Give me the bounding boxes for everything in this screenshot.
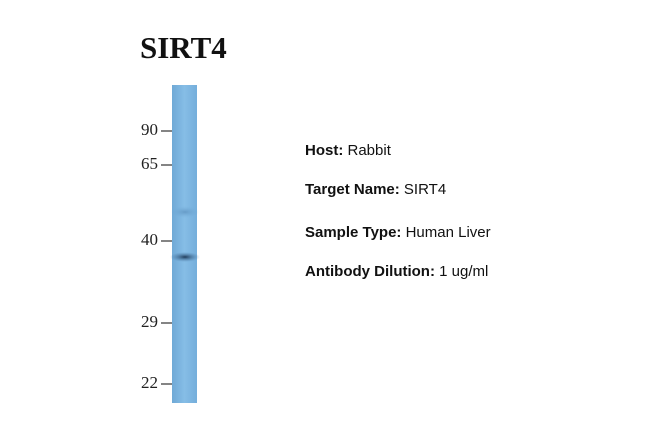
- info-label: Host:: [305, 142, 343, 159]
- info-row: Host: Rabbit: [305, 142, 392, 159]
- title: SIRT4: [140, 30, 227, 65]
- blot-lane: [172, 85, 197, 403]
- info-value: 1 ug/ml: [439, 263, 488, 280]
- info-label: Target Name:: [305, 181, 400, 198]
- info-row: Target Name: SIRT4: [305, 181, 446, 198]
- info-row: Antibody Dilution: 1 ug/ml: [305, 263, 488, 280]
- info-label: Sample Type:: [305, 224, 401, 241]
- faint-band: [171, 206, 199, 218]
- band: [170, 252, 200, 262]
- marker-label: 65: [141, 154, 158, 173]
- info-row: Sample Type: Human Liver: [305, 224, 491, 241]
- info-value: Rabbit: [348, 142, 392, 159]
- info-label: Antibody Dilution:: [305, 263, 435, 280]
- marker-label: 22: [141, 373, 158, 392]
- marker-label: 90: [141, 120, 158, 139]
- info-value: SIRT4: [404, 181, 446, 198]
- info-value: Human Liver: [406, 224, 491, 241]
- marker-label: 40: [141, 230, 158, 249]
- marker-label: 29: [141, 312, 158, 331]
